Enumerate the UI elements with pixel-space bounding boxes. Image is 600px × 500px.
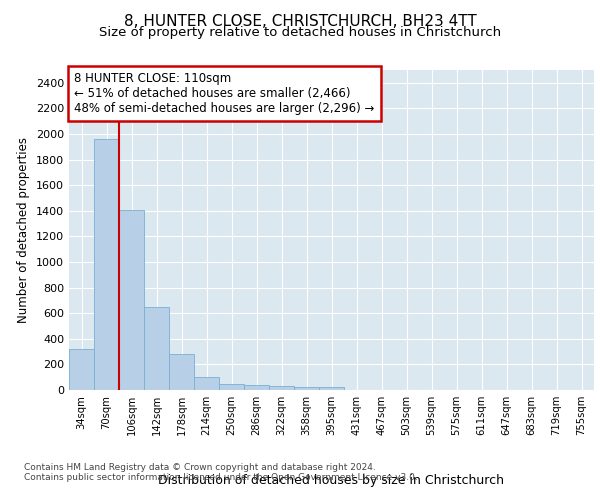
Bar: [294, 387, 319, 390]
Bar: [319, 388, 344, 390]
Text: 8, HUNTER CLOSE, CHRISTCHURCH, BH23 4TT: 8, HUNTER CLOSE, CHRISTCHURCH, BH23 4TT: [124, 14, 476, 29]
Bar: [219, 384, 244, 390]
Text: Size of property relative to detached houses in Christchurch: Size of property relative to detached ho…: [99, 26, 501, 39]
Bar: [269, 386, 294, 390]
Bar: [94, 139, 119, 390]
Text: 8 HUNTER CLOSE: 110sqm
← 51% of detached houses are smaller (2,466)
48% of semi-: 8 HUNTER CLOSE: 110sqm ← 51% of detached…: [74, 72, 374, 114]
Bar: [69, 349, 94, 390]
Bar: [244, 385, 269, 390]
X-axis label: Distribution of detached houses by size in Christchurch: Distribution of detached houses by size …: [158, 474, 505, 487]
Text: Contains public sector information licensed under the Open Government Licence v3: Contains public sector information licen…: [24, 472, 418, 482]
Bar: [144, 307, 169, 390]
Y-axis label: Number of detached properties: Number of detached properties: [17, 137, 31, 323]
Bar: [169, 354, 194, 390]
Bar: [119, 210, 144, 390]
Text: Contains HM Land Registry data © Crown copyright and database right 2024.: Contains HM Land Registry data © Crown c…: [24, 462, 376, 471]
Bar: [194, 376, 219, 390]
